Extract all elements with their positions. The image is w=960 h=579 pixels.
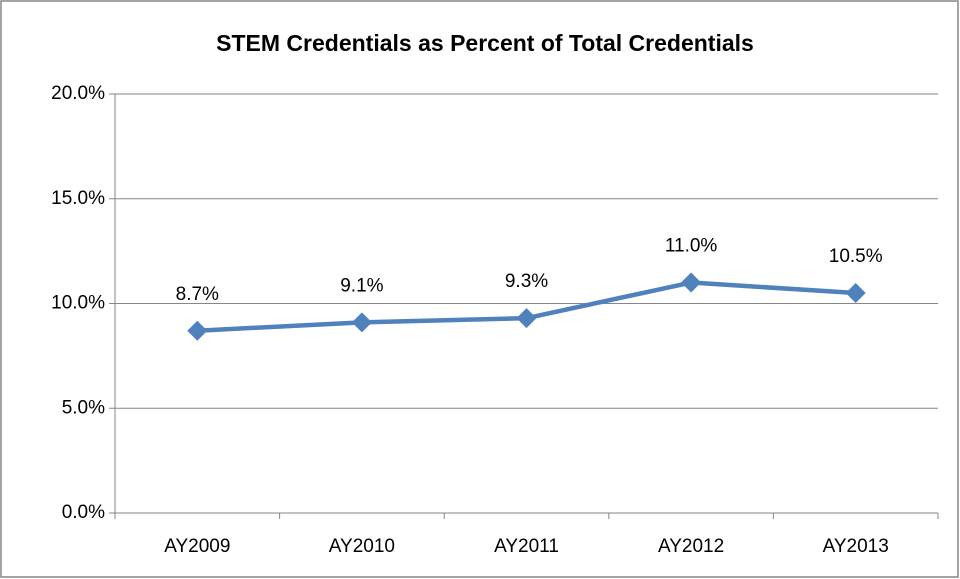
x-tick-label: AY2009 <box>164 536 230 557</box>
y-tick-label: 20.0% <box>51 83 105 104</box>
marker <box>845 283 866 304</box>
data-label: 11.0% <box>665 236 718 257</box>
x-tick-label: AY2011 <box>494 536 559 557</box>
marker <box>187 320 208 341</box>
marker <box>681 272 702 293</box>
y-tick-label: 5.0% <box>62 397 105 418</box>
data-label: 9.3% <box>505 271 548 292</box>
data-label: 10.5% <box>829 246 883 267</box>
x-tick-label: AY2012 <box>658 536 724 557</box>
data-label: 8.7% <box>176 284 219 305</box>
y-tick-label: 15.0% <box>51 188 105 209</box>
marker <box>516 308 537 329</box>
marker <box>351 312 372 333</box>
y-tick-label: 0.0% <box>62 502 105 523</box>
y-tick-label: 10.0% <box>51 293 105 314</box>
x-tick-label: AY2013 <box>823 536 889 557</box>
chart-title: STEM Credentials as Percent of Total Cre… <box>216 30 754 56</box>
x-tick-label: AY2010 <box>329 536 395 557</box>
data-label: 9.1% <box>340 275 383 296</box>
